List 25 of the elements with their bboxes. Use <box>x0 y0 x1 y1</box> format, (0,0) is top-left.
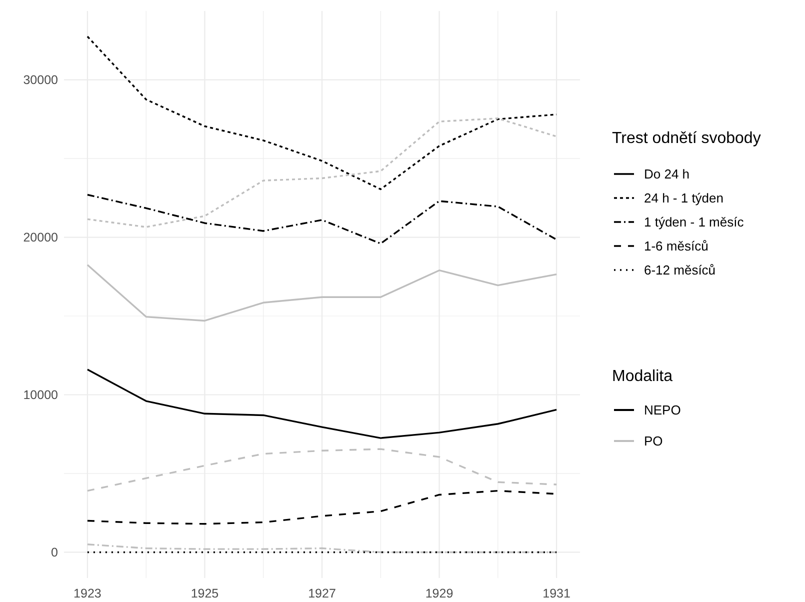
legend-label: 1-6 měsíců <box>644 238 708 254</box>
line-series <box>86 194 558 244</box>
line-series <box>86 118 558 228</box>
x-tick-label: 1927 <box>308 586 336 600</box>
x-tick-label: 1925 <box>190 586 219 600</box>
x-tick-label: 1923 <box>74 586 102 600</box>
legend-title: Trest odnětí svobody <box>612 130 761 147</box>
legend-label: 24 h - 1 týden <box>644 190 724 206</box>
line-series <box>86 448 558 492</box>
y-tick-label: 0 <box>51 546 58 560</box>
text: PO <box>644 434 663 449</box>
text: NEPO <box>644 402 681 418</box>
line-series <box>86 544 558 554</box>
text: Modalita <box>612 368 673 385</box>
y-tick-label: 30000 <box>23 73 58 88</box>
y-tick-label: 20000 <box>23 230 58 245</box>
line-series <box>86 36 558 190</box>
legend-label: Do 24 h <box>644 166 690 182</box>
y-tick-label: 10000 <box>23 388 58 402</box>
line-series <box>86 264 558 322</box>
x-tick-label: 1929 <box>425 586 454 600</box>
legend-label: 1 týden - 1 měsíc <box>644 214 744 230</box>
legend-label: 6-12 měsíců <box>644 262 716 278</box>
x-tick-label: 1931 <box>542 586 570 600</box>
line-series <box>86 368 558 439</box>
